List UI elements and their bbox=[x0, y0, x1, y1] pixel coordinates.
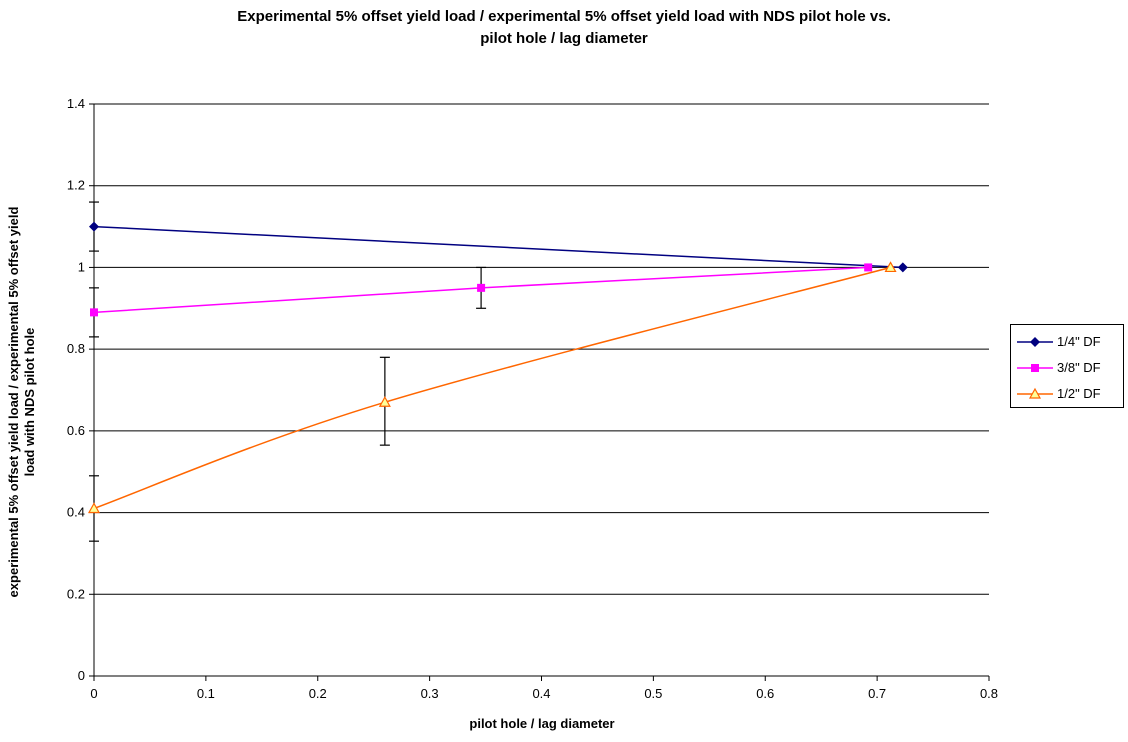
chart-title-line-1: Experimental 5% offset yield load / expe… bbox=[237, 8, 891, 25]
y-tick-label-5: 1 bbox=[78, 259, 85, 274]
legend-item-half-df: 1/2" DF bbox=[1011, 383, 1123, 405]
y-tick-label-2: 0.4 bbox=[67, 505, 85, 520]
x-tick-label-3: 0.3 bbox=[421, 686, 439, 701]
legend-label-quarter-df: 1/4" DF bbox=[1057, 334, 1101, 349]
legend-swatch-three-eighths-df bbox=[1017, 364, 1053, 372]
y-axis-label-line-1: experimental 5% offset yield load / expe… bbox=[6, 206, 21, 598]
series-line-s0 bbox=[93, 225, 903, 269]
x-tick-label-5: 0.5 bbox=[644, 686, 662, 701]
y-tick-label-3: 0.6 bbox=[67, 423, 85, 438]
data-point-s1-1 bbox=[477, 283, 486, 292]
legend-swatch-quarter-df bbox=[1017, 337, 1053, 347]
y-axis-label: experimental 5% offset yield load / expe… bbox=[6, 122, 38, 682]
x-tick-label-0: 0 bbox=[90, 686, 97, 701]
legend-label-half-df: 1/2" DF bbox=[1057, 386, 1101, 401]
data-point-s2-0 bbox=[87, 502, 101, 514]
y-tick-label-4: 0.8 bbox=[67, 341, 85, 356]
data-point-s2-1 bbox=[378, 396, 391, 407]
data-point-s2-2 bbox=[884, 261, 897, 273]
y-tick-label-0: 0 bbox=[78, 668, 85, 683]
legend-label-three-eighths-df: 3/8" DF bbox=[1057, 360, 1101, 375]
legend-item-quarter-df: 1/4" DF bbox=[1011, 331, 1123, 353]
x-tick-label-4: 0.4 bbox=[532, 686, 550, 701]
y-tick-label-7: 1.4 bbox=[67, 96, 85, 111]
chart-title: Experimental 5% offset yield load / expe… bbox=[0, 6, 1128, 50]
data-point-s1-2 bbox=[864, 263, 873, 272]
y-axis-label-line-2: load with NDS pilot hole bbox=[22, 327, 37, 477]
x-axis-label: pilot hole / lag diameter bbox=[469, 716, 615, 731]
legend: 1/4" DF 3/8" DF 1/2" DF bbox=[1010, 324, 1124, 408]
data-point-s0-1 bbox=[897, 262, 908, 273]
chart-title-line-2: pilot hole / lag diameter bbox=[480, 30, 648, 47]
x-tick-label-1: 0.1 bbox=[197, 686, 215, 701]
data-point-s0-0 bbox=[89, 221, 99, 232]
x-tick-label-8: 0.8 bbox=[980, 686, 998, 701]
x-tick-label-6: 0.6 bbox=[756, 686, 774, 701]
y-tick-label-6: 1.2 bbox=[67, 178, 85, 193]
x-tick-label-2: 0.2 bbox=[309, 686, 327, 701]
legend-item-three-eighths-df: 3/8" DF bbox=[1011, 357, 1123, 379]
series-line-s2 bbox=[93, 266, 891, 510]
x-tick-label-7: 0.7 bbox=[868, 686, 886, 701]
legend-swatch-half-df bbox=[1017, 387, 1053, 399]
y-tick-label-1: 0.2 bbox=[67, 586, 85, 601]
data-point-s1-0 bbox=[90, 308, 98, 317]
